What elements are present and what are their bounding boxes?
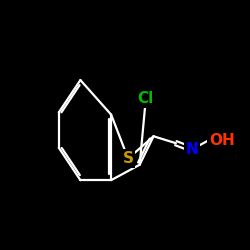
Text: Cl: Cl [138, 91, 154, 106]
Text: OH: OH [209, 132, 235, 148]
Text: N: N [186, 142, 198, 157]
Text: S: S [122, 151, 134, 166]
